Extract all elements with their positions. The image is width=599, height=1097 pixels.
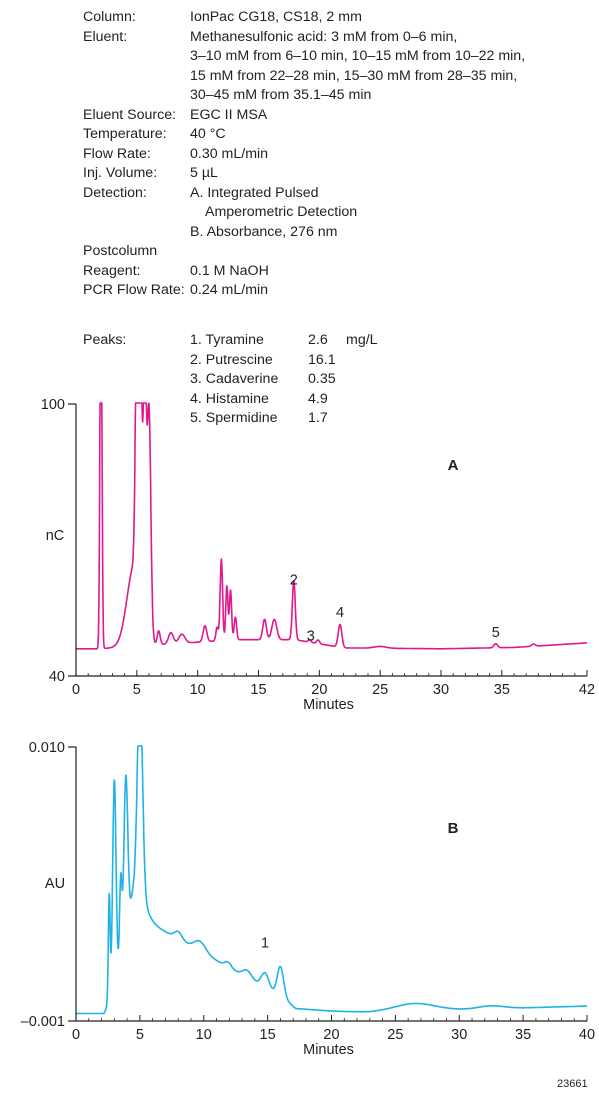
y-tick-label: 100 (41, 397, 65, 413)
condition-row: Detection: A. Integrated Pulsed (83, 184, 525, 204)
condition-row: 15 mM from 22–28 min, 15–30 mM from 28–3… (83, 67, 525, 87)
condition-value: Methanesulfonic acid: 3 mM from 0–6 min, (190, 28, 458, 45)
x-tick-label: 0 (72, 682, 80, 698)
x-tick-label: 20 (311, 682, 327, 698)
x-tick-label: 20 (323, 1027, 339, 1043)
condition-value: 30–45 mM from 35.1–45 min (190, 87, 372, 103)
x-tick-label: 35 (494, 682, 510, 698)
condition-value: 0.24 mL/min (190, 282, 269, 298)
condition-row: 30–45 mM from 35.1–45 min (83, 86, 525, 106)
peak-concentration: 0.35 (308, 371, 336, 387)
condition-row: PCR Flow Rate: 0.24 mL/min (83, 281, 525, 301)
x-tick-label: 10 (190, 682, 206, 698)
peak-number-label: 2 (290, 572, 298, 588)
peak-concentration: 4.9 (308, 390, 328, 407)
condition-row: Postcolumn (83, 242, 525, 262)
condition-label: Detection: (83, 184, 147, 201)
condition-row: Reagent: 0.1 M NaOH (83, 262, 525, 282)
peak-number-label: 5 (492, 625, 500, 641)
condition-label: Eluent Source: (83, 106, 177, 123)
condition-row: B. Absorbance, 276 nm (83, 223, 525, 243)
x-tick-label: 42 (579, 682, 595, 698)
peak-row: 3. Cadaverine 0.35 (83, 370, 378, 390)
x-tick-label: 25 (372, 682, 388, 698)
x-tick-label: 15 (260, 1027, 276, 1043)
peak-row: 4. Histamine 4.9 (83, 390, 378, 410)
x-tick-label: 5 (136, 1027, 144, 1043)
peak-concentration: 2.6 (308, 332, 328, 348)
x-axis-title: Minutes (303, 1042, 354, 1058)
condition-label: Eluent: (83, 28, 128, 45)
condition-value: IonPac CG18, CS18, 2 mm (190, 9, 362, 25)
condition-label: Flow Rate: (83, 145, 151, 162)
x-axis-title: Minutes (303, 697, 354, 713)
condition-label: Reagent: (83, 262, 141, 279)
peak-number-label: 1 (261, 936, 269, 952)
condition-value: EGC II MSA (190, 106, 268, 123)
x-tick-label: 30 (433, 682, 449, 698)
condition-value: 15 mM from 22–28 min, 15–30 mM from 28–3… (190, 67, 518, 84)
x-tick-label: 0 (72, 1027, 80, 1043)
condition-value: A. Integrated Pulsed (190, 184, 319, 201)
condition-row: Column: IonPac CG18, CS18, 2 mm (83, 8, 525, 28)
y-tick-label: –0.001 (21, 1014, 65, 1030)
x-tick-label: 35 (515, 1027, 531, 1043)
peak-unit: mg/L (346, 332, 378, 348)
peak-name: 4. Histamine (190, 390, 269, 407)
y-tick-label: 40 (49, 669, 65, 685)
y-axis-title: AU (45, 876, 65, 892)
panel-label: A (448, 457, 459, 474)
x-tick-label: 5 (133, 682, 141, 698)
condition-value: 0.1 M NaOH (190, 262, 269, 279)
x-tick-label: 40 (579, 1027, 595, 1043)
peaks-label: Peaks: (83, 332, 127, 348)
condition-value: 0.30 mL/min (190, 145, 269, 162)
method-conditions: Column: IonPac CG18, CS18, 2 mm Eluent: Met… (83, 8, 525, 301)
condition-row: 3–10 mM from 6–10 min, 10–15 mM from 10–… (83, 47, 525, 67)
peak-row: 5. Spermidine 1.7 (83, 409, 378, 429)
condition-value: 5 µL (190, 165, 218, 181)
figure-id: 23661 (557, 1078, 588, 1090)
condition-row: Eluent: Methanesulfonic acid: 3 mM from 0… (83, 28, 525, 48)
y-tick-label: 0.010 (29, 740, 65, 756)
peak-row: 2. Putrescine 16.1 (83, 351, 378, 371)
x-tick-label: 10 (196, 1027, 212, 1043)
x-tick-label: 15 (250, 682, 266, 698)
condition-label: Temperature: (83, 126, 167, 142)
peak-name: 5. Spermidine (190, 410, 278, 426)
condition-label: PCR Flow Rate: (83, 282, 185, 298)
peak-name: 3. Cadaverine (190, 371, 279, 387)
peak-name: 2. Putrescine (190, 351, 273, 368)
peak-concentration: 1.7 (308, 410, 328, 426)
condition-row: Amperometric Detection (83, 203, 525, 223)
x-tick-label: 30 (451, 1027, 467, 1043)
peak-concentration: 16.1 (308, 351, 336, 368)
condition-value: 3–10 mM from 6–10 min, 10–15 mM from 10–… (190, 48, 526, 64)
condition-row: Flow Rate: 0.30 mL/min (83, 145, 525, 165)
condition-row: Temperature: 40 °C (83, 125, 525, 145)
chromatogram-trace-A (75, 402, 588, 650)
condition-value: B. Absorbance, 276 nm (190, 223, 338, 240)
panel-label: B (448, 820, 459, 837)
condition-label: Postcolumn (83, 243, 158, 259)
condition-row: Inj. Volume: 5 µL (83, 164, 525, 184)
peak-number-label: 3 (307, 629, 315, 645)
condition-row: Eluent Source: EGC II MSA (83, 106, 525, 126)
condition-value: 40 °C (190, 126, 226, 142)
x-tick-label: 25 (387, 1027, 403, 1043)
condition-value: Amperometric Detection (190, 204, 358, 220)
peak-name: 1. Tyramine (190, 332, 264, 348)
peak-list: Peaks: 1. Tyramine 2.6 mg/L 2. Putrescine 16.… (83, 331, 378, 429)
condition-label: Inj. Volume: (83, 165, 158, 181)
peak-row: Peaks: 1. Tyramine 2.6 mg/L (83, 331, 378, 351)
chromatogram-trace-B (75, 745, 588, 1015)
peak-number-label: 4 (336, 605, 344, 621)
condition-label: Column: (83, 9, 136, 25)
y-axis-title: nC (46, 528, 65, 544)
